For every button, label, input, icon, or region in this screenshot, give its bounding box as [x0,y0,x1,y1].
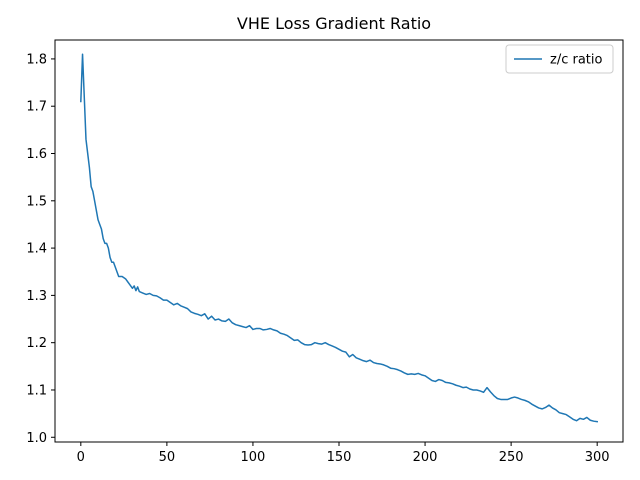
x-tick-label: 100 [241,450,266,465]
y-tick-label: 1.2 [26,336,47,351]
y-axis: 1.0 1.1 1.2 1.3 1.4 1.5 1.6 1.7 1.8 [26,52,55,446]
x-tick-label: 300 [585,450,610,465]
y-tick-label: 1.8 [26,52,47,67]
x-tick-label: 50 [159,450,176,465]
x-axis: 0 50 100 150 200 250 300 [77,442,610,465]
plot-frame [54,39,624,443]
legend: z/c ratio [505,44,614,74]
x-tick-label: 250 [499,450,524,465]
x-tick-label: 0 [77,450,85,465]
y-tick-label: 1.3 [26,289,47,304]
y-tick-label: 1.6 [26,147,47,162]
x-tick-label: 150 [327,450,352,465]
y-tick-label: 1.5 [26,194,47,209]
x-tick-label: 200 [413,450,438,465]
chart-title: VHE Loss Gradient Ratio [237,14,431,33]
y-tick-label: 1.7 [26,100,47,115]
y-tick-label: 1.4 [26,242,47,257]
legend-label: z/c ratio [550,53,603,68]
y-tick-label: 1.0 [26,431,47,446]
plot-area-group [80,53,599,423]
series-line-0 [80,53,599,423]
y-tick-label: 1.1 [26,383,47,398]
legend-box [505,44,614,74]
